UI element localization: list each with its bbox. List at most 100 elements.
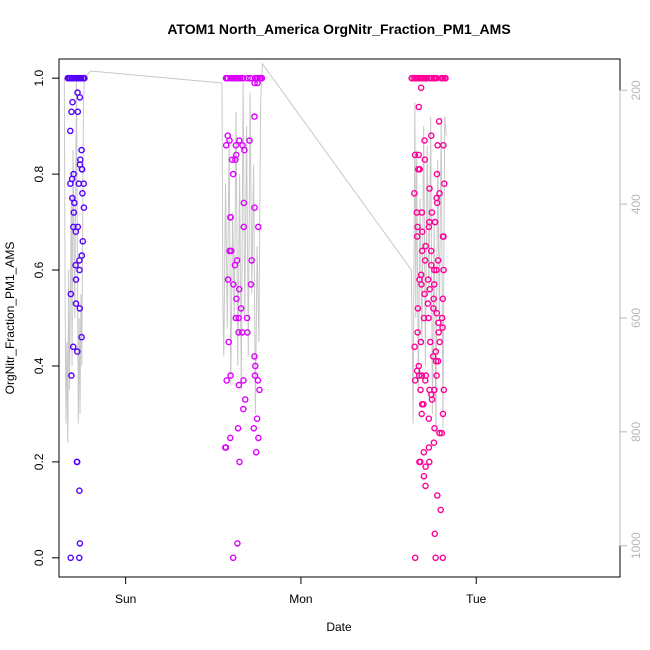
y-axis: 0.0 0.2 0.4 0.6 0.8 1.0 bbox=[32, 70, 60, 566]
data-point bbox=[251, 372, 259, 379]
data-point bbox=[414, 305, 422, 312]
data-point bbox=[235, 137, 243, 144]
data-point bbox=[438, 429, 446, 437]
data-point bbox=[239, 74, 247, 82]
data-point bbox=[75, 180, 83, 187]
data-point bbox=[411, 74, 418, 82]
data-point bbox=[438, 74, 445, 82]
data-point bbox=[430, 439, 438, 447]
data-point bbox=[426, 185, 433, 192]
data-point bbox=[68, 108, 75, 116]
data-point bbox=[415, 372, 423, 379]
data-point bbox=[411, 151, 419, 159]
data-point bbox=[76, 487, 83, 495]
data-point bbox=[414, 329, 421, 336]
data-point bbox=[421, 156, 429, 163]
secondary-line-layer bbox=[63, 62, 447, 443]
data-point bbox=[76, 554, 83, 562]
data-point bbox=[76, 540, 84, 547]
data-point bbox=[422, 463, 429, 471]
data-point bbox=[433, 194, 440, 202]
y-tick-label: 0.4 bbox=[32, 357, 46, 374]
data-point bbox=[433, 170, 441, 178]
data-point bbox=[442, 74, 449, 82]
data-point bbox=[73, 458, 81, 466]
data-point bbox=[235, 314, 242, 322]
data-point bbox=[79, 237, 87, 245]
data-point bbox=[76, 305, 84, 312]
data-point bbox=[440, 233, 447, 240]
data-point bbox=[416, 276, 423, 283]
data-point bbox=[418, 228, 426, 235]
data-point bbox=[420, 314, 428, 322]
data-point bbox=[411, 377, 419, 384]
data-point bbox=[415, 362, 423, 370]
data-point bbox=[254, 223, 262, 231]
data-point bbox=[236, 458, 243, 466]
data-point bbox=[429, 353, 437, 360]
data-point bbox=[233, 74, 240, 82]
right-tick-label: 600 bbox=[629, 308, 643, 328]
data-point bbox=[247, 281, 255, 288]
data-point bbox=[425, 415, 433, 423]
data-point bbox=[436, 429, 443, 437]
data-point bbox=[427, 132, 435, 139]
data-point bbox=[70, 74, 77, 82]
data-point bbox=[244, 329, 251, 336]
data-point bbox=[74, 348, 81, 355]
y-tick-label: 0.2 bbox=[32, 453, 46, 470]
data-point bbox=[415, 151, 423, 159]
x-tick-label: Tue bbox=[466, 592, 487, 606]
data-point bbox=[420, 448, 428, 456]
data-point bbox=[74, 108, 82, 116]
data-point bbox=[426, 338, 434, 346]
data-point bbox=[235, 285, 243, 293]
data-point bbox=[232, 141, 240, 149]
data-point bbox=[224, 74, 232, 82]
data-point bbox=[421, 257, 429, 264]
data-point bbox=[440, 180, 448, 187]
data-point bbox=[254, 79, 261, 87]
data-point bbox=[422, 372, 430, 379]
data-point bbox=[67, 554, 74, 562]
data-point bbox=[225, 338, 232, 346]
x-axis-label: Date bbox=[326, 620, 352, 634]
y-tick-label: 0.8 bbox=[32, 165, 46, 182]
data-point bbox=[224, 276, 232, 283]
data-point bbox=[240, 199, 248, 207]
data-point bbox=[437, 506, 445, 514]
y-axis-label: OrgNitr_Fraction_PM1_AMS bbox=[3, 242, 17, 395]
data-point bbox=[426, 386, 433, 394]
data-point bbox=[230, 281, 237, 288]
data-point bbox=[223, 377, 230, 384]
data-point bbox=[221, 444, 229, 451]
data-point bbox=[411, 554, 419, 562]
data-point bbox=[435, 329, 443, 336]
data-point bbox=[227, 74, 234, 82]
data-point bbox=[432, 348, 440, 355]
right-y-axis: 200 400 600 800 1000 bbox=[619, 80, 643, 559]
data-point bbox=[439, 295, 447, 303]
right-tick-label: 1000 bbox=[629, 532, 643, 559]
right-tick-label: 800 bbox=[629, 422, 643, 442]
data-point bbox=[430, 266, 438, 274]
data-point bbox=[434, 141, 441, 149]
data-point bbox=[439, 410, 447, 418]
data-point bbox=[237, 305, 245, 312]
data-point bbox=[424, 300, 432, 307]
data-point bbox=[226, 434, 234, 442]
data-point bbox=[69, 98, 76, 106]
data-point bbox=[79, 189, 86, 197]
data-point bbox=[421, 137, 428, 144]
data-point bbox=[427, 261, 435, 269]
data-point bbox=[411, 343, 418, 351]
y-tick-label: 0.6 bbox=[32, 261, 46, 278]
data-point bbox=[408, 74, 416, 82]
data-point bbox=[251, 362, 259, 370]
data-point bbox=[433, 266, 440, 274]
data-point bbox=[434, 357, 442, 365]
data-point bbox=[72, 300, 80, 307]
data-point bbox=[421, 290, 428, 298]
data-point bbox=[233, 257, 241, 264]
